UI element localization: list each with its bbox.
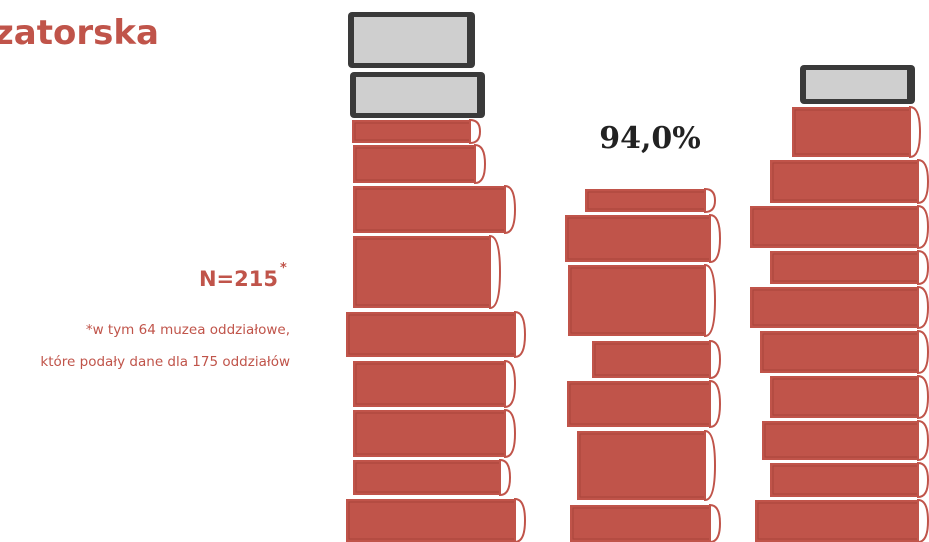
book-part [917, 285, 929, 330]
book-part [346, 499, 517, 542]
book-part [346, 312, 517, 357]
book-part [352, 120, 472, 143]
book-part [917, 158, 929, 205]
book-part [792, 107, 912, 157]
book-part [709, 213, 722, 264]
book-part [709, 503, 722, 542]
book-part [909, 105, 922, 159]
book-part [592, 341, 712, 378]
book-part [499, 458, 512, 497]
sample-marker: * [280, 261, 287, 276]
book-part [770, 376, 920, 418]
book-part [577, 431, 707, 500]
book-part [917, 374, 929, 420]
book-part [760, 331, 920, 373]
book-part [750, 206, 920, 248]
book-part [770, 251, 920, 284]
book-part [353, 186, 507, 233]
book-part [917, 419, 929, 462]
book-stacks [346, 12, 929, 542]
book-part [917, 329, 929, 375]
book-part [353, 145, 477, 183]
book-part [704, 263, 717, 338]
book-part [762, 421, 920, 460]
book-part [514, 310, 527, 359]
book-part [709, 339, 722, 380]
book-part [565, 215, 712, 262]
book-part [917, 498, 929, 542]
book-part [704, 429, 717, 502]
footnote-line: *w tym 64 muzea oddziałowe, [86, 322, 290, 338]
book-part [750, 287, 920, 328]
book-part [917, 461, 929, 499]
book-part [709, 379, 722, 429]
book-part [356, 77, 477, 113]
book-part [770, 160, 920, 203]
book-part [568, 265, 707, 336]
book-part [354, 17, 467, 63]
book-part [353, 361, 507, 407]
book-part [489, 234, 502, 310]
book-part [585, 189, 707, 212]
book-part [917, 204, 929, 250]
title: zatorska [0, 13, 159, 53]
book-part [570, 505, 712, 542]
book-part [353, 410, 507, 457]
percent-label: 94,0% [599, 121, 701, 156]
book-part [704, 187, 717, 214]
book-part [474, 143, 487, 185]
book-part [504, 408, 517, 459]
book-part [353, 236, 492, 308]
book-part [806, 70, 907, 99]
book-part [917, 249, 929, 286]
book-part [567, 381, 712, 427]
book-part [353, 460, 502, 495]
book-part [755, 500, 920, 542]
book-part [770, 463, 920, 497]
footnote-line: które podały dane dla 175 oddziałów [40, 354, 290, 370]
book-part [514, 497, 527, 542]
book-part [469, 118, 482, 145]
book-part [504, 184, 517, 235]
book-part [504, 359, 517, 409]
sample-size: N=215 [199, 267, 278, 291]
